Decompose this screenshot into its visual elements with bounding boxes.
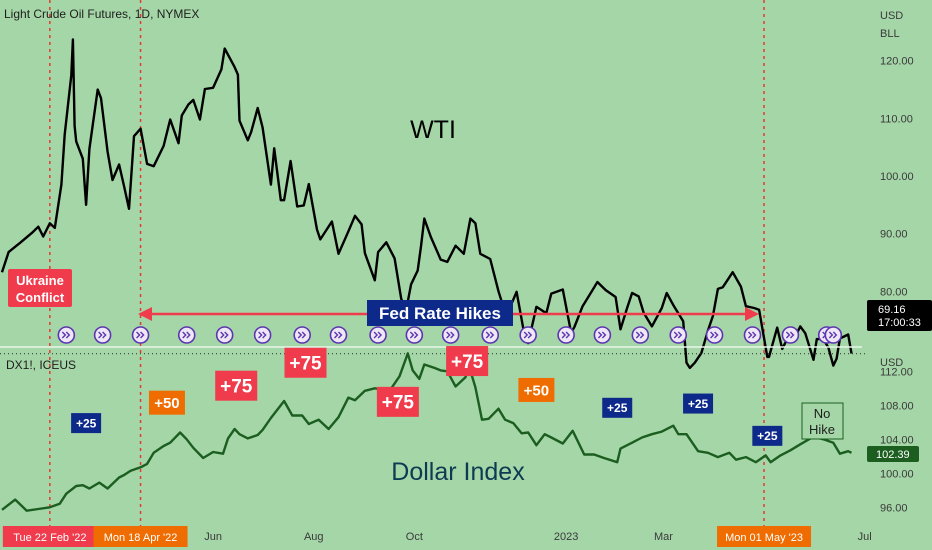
hike-label-text: +75 — [382, 393, 415, 414]
event-marker-icon[interactable] — [669, 326, 688, 344]
event-date-tag: Mon 01 May '23 — [717, 526, 812, 547]
hike-label: +75 — [446, 346, 489, 377]
dxy-currency-label: USD — [880, 357, 903, 369]
hike-label-text: +75 — [220, 377, 253, 398]
wti-pane-title: Light Crude Oil Futures, 1D, NYMEX — [4, 7, 199, 21]
hike-label-text: +75 — [451, 352, 484, 373]
event-marker-icon[interactable] — [557, 326, 575, 344]
ukraine-line-1: Ukraine — [16, 273, 64, 288]
hike-label-text: +25 — [688, 397, 709, 411]
wti-last-value-tag: 69.16 17:00:33 — [867, 300, 932, 331]
hike-label: +75 — [376, 386, 419, 417]
time-axis-label: Oct — [406, 531, 423, 543]
wti-y-tick-label: 110.00 — [880, 113, 913, 125]
event-date-tag-text: Tue 22 Feb '22 — [13, 532, 86, 544]
hike-label-text: +25 — [76, 416, 97, 430]
time-axis-label: Aug — [304, 531, 324, 543]
event-marker-icon[interactable] — [131, 326, 150, 344]
no-hike-line-1: No — [814, 406, 831, 421]
event-marker-icon[interactable] — [93, 326, 112, 344]
event-markers — [57, 326, 843, 344]
event-marker-icon[interactable] — [781, 326, 800, 344]
dxy-y-tick-label: 112.00 — [880, 366, 913, 378]
dxy-y-tick-label: 104.00 — [880, 434, 914, 446]
hike-label: +25 — [752, 425, 783, 446]
no-hike-line-2: Hike — [809, 422, 835, 437]
fed-rate-hikes-label: Fed Rate Hikes — [367, 300, 513, 326]
ukraine-conflict-label: Ukraine Conflict — [8, 269, 72, 307]
event-marker-icon[interactable] — [593, 326, 612, 344]
event-marker-icon[interactable] — [705, 326, 724, 344]
event-marker-icon[interactable] — [177, 326, 196, 344]
time-axis-label: 2023 — [554, 531, 578, 543]
no-hike-label: No Hike — [801, 402, 844, 440]
wti-plot — [0, 38, 866, 370]
event-date-tag: Tue 22 Feb '22 — [2, 526, 97, 547]
hike-label: +50 — [148, 390, 185, 415]
wti-y-tick-label: 120.00 — [880, 56, 914, 68]
wti-y-axis[interactable]: 120.00 110.00 100.00 90.00 80.00 — [880, 56, 914, 299]
dxy-y-axis[interactable]: 112.00 108.00 104.00 100.00 96.00 — [880, 366, 914, 514]
ukraine-line-2: Conflict — [16, 290, 65, 305]
dxy-last-value-tag: 102.39 — [867, 446, 919, 462]
event-marker-icon[interactable] — [441, 326, 460, 344]
wti-currency-label: USD — [880, 10, 903, 22]
wti-countdown: 17:00:33 — [878, 317, 921, 329]
hike-label-text: +50 — [154, 395, 179, 412]
event-marker-icon[interactable] — [519, 326, 537, 344]
event-marker-icon[interactable] — [329, 326, 348, 344]
event-marker-icon[interactable] — [369, 326, 387, 344]
wti-y-tick-label: 90.00 — [880, 229, 908, 241]
hike-label: +75 — [215, 370, 258, 401]
hike-label: +25 — [71, 413, 102, 434]
event-marker-icon[interactable] — [405, 326, 424, 344]
event-date-tag: Mon 18 Apr '22 — [93, 526, 188, 547]
hike-labels: +25 +50 +75 +75 +75 +75 +50 +25 +25 +25 — [71, 346, 783, 446]
event-marker-icon[interactable] — [293, 326, 311, 344]
hike-label-text: +25 — [607, 401, 628, 415]
dxy-last-value: 102.39 — [876, 449, 910, 461]
dxy-price-line — [1, 352, 853, 512]
event-date-tags: Tue 22 Feb '22 Mon 18 Apr '22 Mon 01 May '… — [2, 526, 812, 547]
hike-label-text: +25 — [757, 429, 778, 443]
wti-last-value: 69.16 — [878, 304, 906, 316]
hike-label: +50 — [518, 377, 555, 402]
hike-label: +75 — [284, 347, 327, 378]
wti-unit-label: BLL — [880, 28, 900, 40]
wti-price-line — [0, 38, 853, 370]
dxy-y-tick-label: 100.00 — [880, 468, 914, 480]
event-marker-icon[interactable] — [743, 326, 762, 344]
dxy-annotation: Dollar Index — [391, 458, 525, 486]
wti-y-tick-label: 80.00 — [880, 286, 908, 298]
dxy-plot — [1, 352, 853, 512]
event-date-tag-text: Mon 18 Apr '22 — [104, 532, 178, 544]
event-marker-icon[interactable] — [631, 326, 650, 344]
dxy-y-tick-label: 96.00 — [880, 502, 908, 514]
hike-label-text: +75 — [289, 354, 322, 375]
event-marker-icon[interactable] — [57, 326, 76, 344]
wti-y-tick-label: 100.00 — [880, 171, 914, 183]
hike-label-text: +50 — [524, 382, 549, 399]
event-date-tag-text: Mon 01 May '23 — [725, 532, 803, 544]
wti-annotation: WTI — [410, 116, 456, 144]
time-axis[interactable]: Jun Aug Oct 2023 Mar Jul — [204, 531, 871, 543]
dxy-pane-title: DX1!, ICEUS — [6, 358, 76, 372]
time-axis-label: Mar — [654, 531, 673, 543]
event-marker-icon[interactable] — [481, 326, 500, 344]
event-marker-icon[interactable] — [215, 326, 234, 344]
fed-rate-hikes-text: Fed Rate Hikes — [379, 304, 501, 323]
hike-label: +25 — [683, 393, 714, 414]
event-marker-icon[interactable] — [253, 326, 272, 344]
hike-label: +25 — [602, 397, 633, 418]
time-axis-label: Jul — [858, 531, 872, 543]
time-axis-label: Jun — [204, 531, 222, 543]
dxy-y-tick-label: 108.00 — [880, 400, 914, 412]
event-marker-icon[interactable] — [824, 326, 843, 344]
